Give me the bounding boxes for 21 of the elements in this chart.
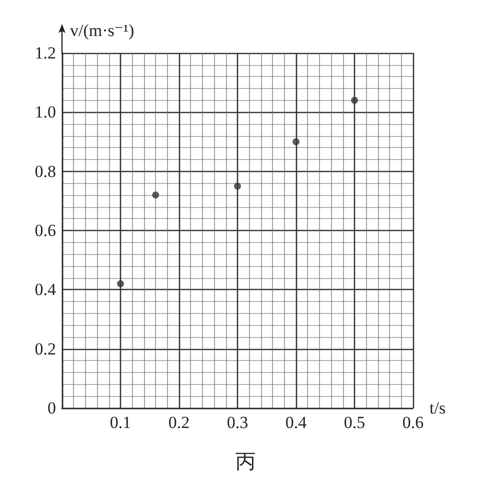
y-tick-label: 1.0 [34,102,56,122]
y-tick-label: 1.2 [34,44,56,62]
x-tick-label: 0.4 [285,413,308,432]
y-tick-label: 0.2 [34,339,56,358]
x-tick-label: 0.6 [402,413,424,432]
x-tick-label: 0.1 [110,413,132,432]
y-tick-label: 0 [48,398,56,418]
point [152,192,160,198]
point [117,280,124,288]
point [351,96,358,104]
y-tick-label: 0.4 [34,280,56,300]
y-tick-label: 0.6 [34,221,56,240]
point [292,138,300,146]
x-tick-label: 0.5 [344,413,366,432]
x-tick-label: 0.2 [168,413,190,432]
y-axis-title: v/(m·s⁻¹) [70,21,134,40]
point [234,182,241,190]
x-axis-title: t/s [430,398,446,418]
x-tick-label: 0.3 [226,413,248,432]
y-tick-label: 0.8 [34,162,56,181]
text: 丙 [236,451,256,473]
